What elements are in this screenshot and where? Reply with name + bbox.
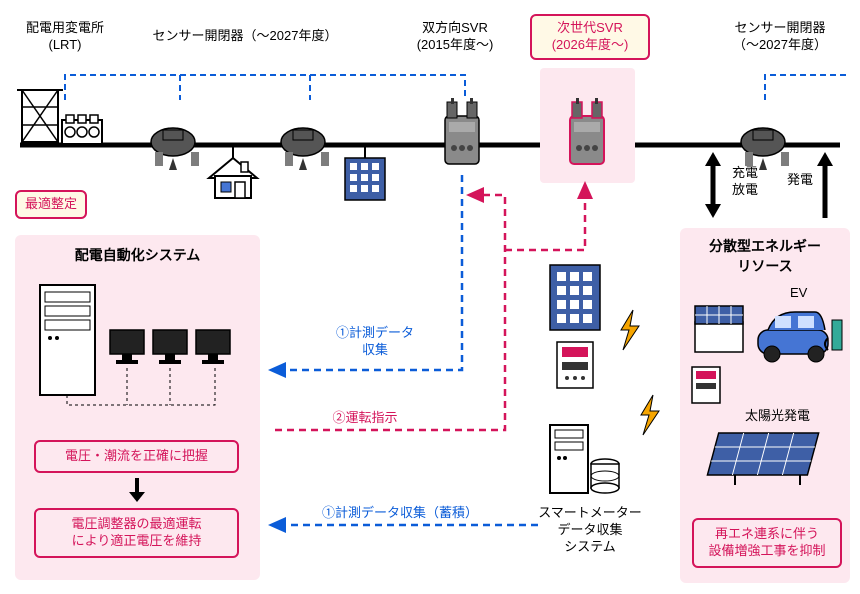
collect1-l2: 収集	[362, 342, 388, 357]
collect1-label: ①計測データ 収集	[315, 325, 435, 359]
collect1-l1: ①計測データ	[336, 325, 414, 340]
instruct-label: ②運転指示	[305, 410, 425, 427]
collect2-label: ①計測データ収集（蓄積）	[300, 505, 500, 522]
